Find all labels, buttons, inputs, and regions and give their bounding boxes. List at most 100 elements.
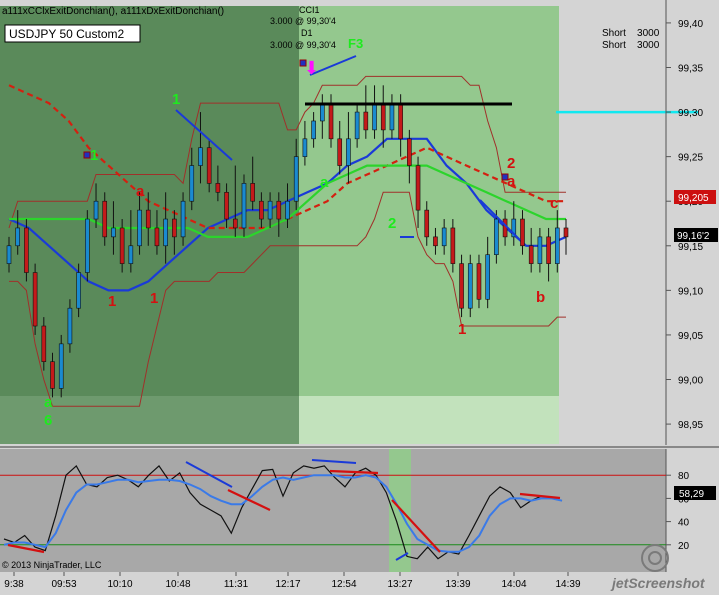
candle-up (15, 227, 21, 247)
candle-up (93, 200, 99, 220)
candle-up (537, 236, 543, 264)
candle-up (354, 111, 360, 140)
indicator-header: a111xCClxExitDonchian(), a111xDxExitDonc… (2, 6, 224, 17)
d1-tag: D1 (301, 28, 313, 38)
time-tick-label: 13:39 (445, 579, 470, 590)
price-tick-label: 99,25 (678, 153, 703, 164)
candle-up (389, 102, 395, 131)
marker-label: 1 (172, 91, 180, 108)
candle-down (50, 361, 55, 389)
candle-down (563, 227, 569, 238)
time-tick-label: 09:53 (51, 579, 76, 590)
candle-down (276, 200, 282, 220)
down-arrow-icon: ⬇ (304, 58, 319, 79)
candle-up (554, 227, 560, 264)
marker-label: 6 (44, 412, 52, 429)
candle-down (424, 209, 430, 238)
candle-down (546, 236, 551, 264)
candle-down (32, 272, 38, 327)
lower-dark-region (0, 396, 299, 444)
instrument-label-box (4, 24, 141, 43)
marker-label: c (550, 195, 558, 212)
candle-down (224, 191, 229, 220)
cci-tag: CCI1 (299, 5, 320, 15)
cci-fast-line (3, 464, 563, 560)
candle-up (6, 245, 12, 264)
cci-red-segment (391, 499, 441, 553)
signal-square (501, 173, 509, 181)
candle-down (363, 111, 369, 131)
candle-down (433, 236, 438, 247)
candle-up (467, 263, 473, 309)
candle-up (198, 147, 203, 166)
candle-down (398, 102, 403, 140)
candle-down (206, 147, 212, 184)
candle-up (85, 218, 90, 273)
time-axis: 9:38 09:53 10:10 10:48 11:31 12:17 12:54 13:27 1… (4, 572, 581, 590)
marker-label: 1 (108, 293, 116, 310)
candle-up (485, 254, 490, 300)
signal-square (83, 151, 91, 159)
price-tick-label: 99,40 (678, 19, 703, 30)
red-price-label: 99,205 (678, 193, 709, 204)
candle-down (337, 138, 343, 166)
time-tick-label: 12:54 (331, 579, 356, 590)
indicator-tick-label: 20 (678, 541, 690, 552)
cci-last-box (674, 486, 716, 500)
cci-price: 3.000 @ 99,30'4 (270, 16, 336, 26)
candle-up (372, 102, 377, 131)
time-tick-label: 9:38 (4, 579, 24, 590)
price-tick-label: 99,15 (678, 242, 703, 253)
copyright: © 2013 NinjaTrader, LLC (2, 560, 102, 570)
candle-up (346, 138, 351, 166)
candle-down (476, 263, 482, 300)
trend-segment (479, 199, 521, 241)
candle-down (380, 102, 386, 131)
last-price-box (674, 228, 718, 242)
short-order-2: Short 3000 (602, 40, 660, 51)
price-tick-label: 99,30 (678, 108, 703, 119)
trend-segment (175, 109, 233, 161)
cci-last-label: 58,29 (679, 489, 704, 500)
cci-slow-line (3, 474, 563, 553)
price-tick-label: 98,95 (678, 420, 703, 431)
candle-down (41, 325, 47, 362)
candle-down (102, 200, 108, 238)
candle-down (154, 227, 160, 247)
candle-up (441, 227, 447, 247)
candle-up (58, 343, 64, 389)
marker-label: a (44, 394, 53, 411)
cci-red-segment (227, 489, 271, 511)
candle-down (215, 183, 221, 193)
trend-segment (309, 55, 357, 76)
candle-up (137, 209, 142, 247)
time-tick-label: 12:17 (275, 579, 300, 590)
marker-label: b (536, 289, 545, 306)
candle-down (450, 227, 456, 264)
marker-label: a (136, 183, 145, 200)
candle-down (502, 218, 508, 238)
signal-square (299, 59, 307, 67)
candle-down (520, 218, 525, 247)
candle-up (163, 218, 168, 247)
indicator-tick-label: 40 (678, 518, 690, 529)
candle-up (111, 227, 116, 238)
donchian-upper (8, 75, 566, 229)
candle-down (24, 227, 29, 273)
marker-label: 1 (150, 290, 158, 307)
candle-up (267, 200, 273, 220)
candle-up (189, 165, 195, 202)
marker-label: 2 (507, 155, 515, 172)
candle-down (415, 165, 421, 211)
donchian-lower (9, 191, 566, 407)
candle-down (232, 218, 238, 229)
indicator-plot (0, 459, 666, 561)
candle-up (302, 138, 308, 157)
cci-trend-segment (395, 552, 409, 561)
candle-down (172, 218, 177, 238)
camera-icon (641, 544, 669, 572)
cci-trend-segment (311, 459, 357, 464)
time-tick-label: 14:04 (501, 579, 526, 590)
watermark: jetScreenshot (610, 575, 706, 591)
cci-red-segment (329, 469, 379, 475)
